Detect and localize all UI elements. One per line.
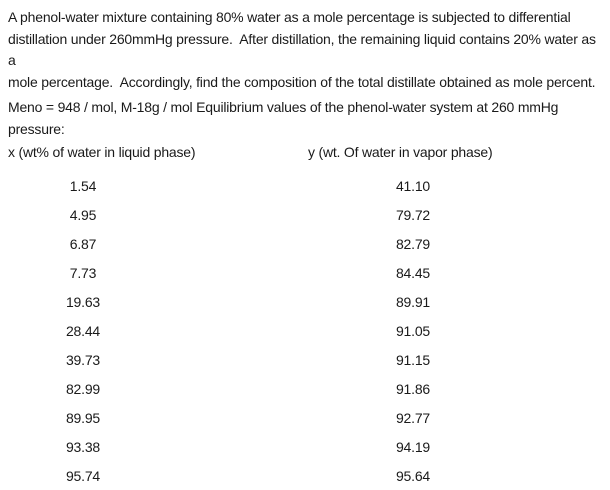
- table-row: 6.87 82.79: [8, 229, 604, 258]
- y-value: 89.91: [395, 293, 431, 310]
- equilibrium-intro-line: Meno = 948 / mol, M-18g / mol Equilibriu…: [8, 99, 559, 115]
- x-value: 19.63: [65, 293, 101, 310]
- y-value: 91.05: [395, 322, 431, 339]
- x-value: 28.44: [65, 322, 101, 339]
- problem-statement-line: A phenol-water mixture containing 80% wa…: [8, 9, 571, 25]
- table-header-row: x (wt% of water in liquid phase) y (wt. …: [8, 142, 604, 163]
- y-value: 91.86: [395, 380, 431, 397]
- y-value: 92.77: [395, 409, 431, 426]
- column-header-y: y (wt. Of water in vapor phase): [308, 144, 493, 160]
- x-value: 89.95: [65, 409, 101, 426]
- table-row: 95.74 95.64: [8, 461, 604, 490]
- x-value: 7.73: [69, 264, 97, 281]
- table-row: 4.95 79.72: [8, 200, 604, 229]
- y-value: 91.15: [395, 351, 431, 368]
- y-value: 82.79: [395, 235, 431, 252]
- problem-statement-line: mole percentage. Accordingly, find the c…: [8, 73, 596, 90]
- equilibrium-intro-line: pressure:: [8, 120, 65, 137]
- y-value: 84.45: [395, 264, 431, 281]
- y-value: 41.10: [395, 177, 431, 194]
- x-value: 82.99: [65, 380, 101, 397]
- equilibrium-intro: Meno = 948 / mol, M-18g / mol Equilibriu…: [8, 97, 604, 140]
- table-row: 82.99 91.86: [8, 374, 604, 403]
- equilibrium-table: 1.54 41.10 4.95 79.72 6.87 82.79 7.73 84…: [8, 171, 604, 490]
- table-row: 1.54 41.10: [8, 171, 604, 200]
- problem-statement: A phenol-water mixture containing 80% wa…: [8, 7, 604, 93]
- table-row: 7.73 84.45: [8, 258, 604, 287]
- table-row: 89.95 92.77: [8, 403, 604, 432]
- table-row: 39.73 91.15: [8, 345, 604, 374]
- table-row: 28.44 91.05: [8, 316, 604, 345]
- x-value: 93.38: [65, 438, 101, 455]
- x-value: 1.54: [69, 177, 97, 194]
- x-value: 39.73: [65, 351, 101, 368]
- table-row: 19.63 89.91: [8, 287, 604, 316]
- x-value: 6.87: [69, 235, 97, 252]
- x-value: 95.74: [65, 467, 101, 484]
- y-value: 79.72: [395, 206, 431, 223]
- column-header-x: x (wt% of water in liquid phase): [8, 144, 196, 160]
- y-value: 95.64: [395, 467, 431, 484]
- x-value: 4.95: [69, 206, 97, 223]
- table-row: 93.38 94.19: [8, 432, 604, 461]
- problem-statement-line: distillation under 260mmHg pressure. Aft…: [8, 30, 600, 69]
- y-value: 94.19: [395, 438, 431, 455]
